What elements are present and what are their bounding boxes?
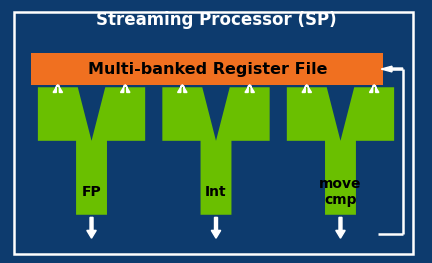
FancyArrow shape [302,85,311,93]
Polygon shape [162,87,270,215]
FancyArrow shape [381,66,403,72]
Text: FP: FP [82,185,102,199]
FancyArrow shape [53,85,63,93]
FancyArrow shape [121,85,130,93]
Polygon shape [287,87,394,215]
FancyBboxPatch shape [32,53,383,85]
FancyArrow shape [369,85,379,93]
Text: Streaming Processor (SP): Streaming Processor (SP) [95,11,337,29]
Text: move
cmp: move cmp [319,177,362,207]
FancyArrow shape [178,85,187,93]
FancyArrow shape [87,218,96,238]
FancyArrow shape [211,218,221,238]
Polygon shape [38,87,145,215]
FancyArrow shape [245,85,254,93]
Text: Int: Int [205,185,227,199]
Text: Multi-banked Register File: Multi-banked Register File [88,62,327,77]
FancyArrow shape [336,218,345,238]
